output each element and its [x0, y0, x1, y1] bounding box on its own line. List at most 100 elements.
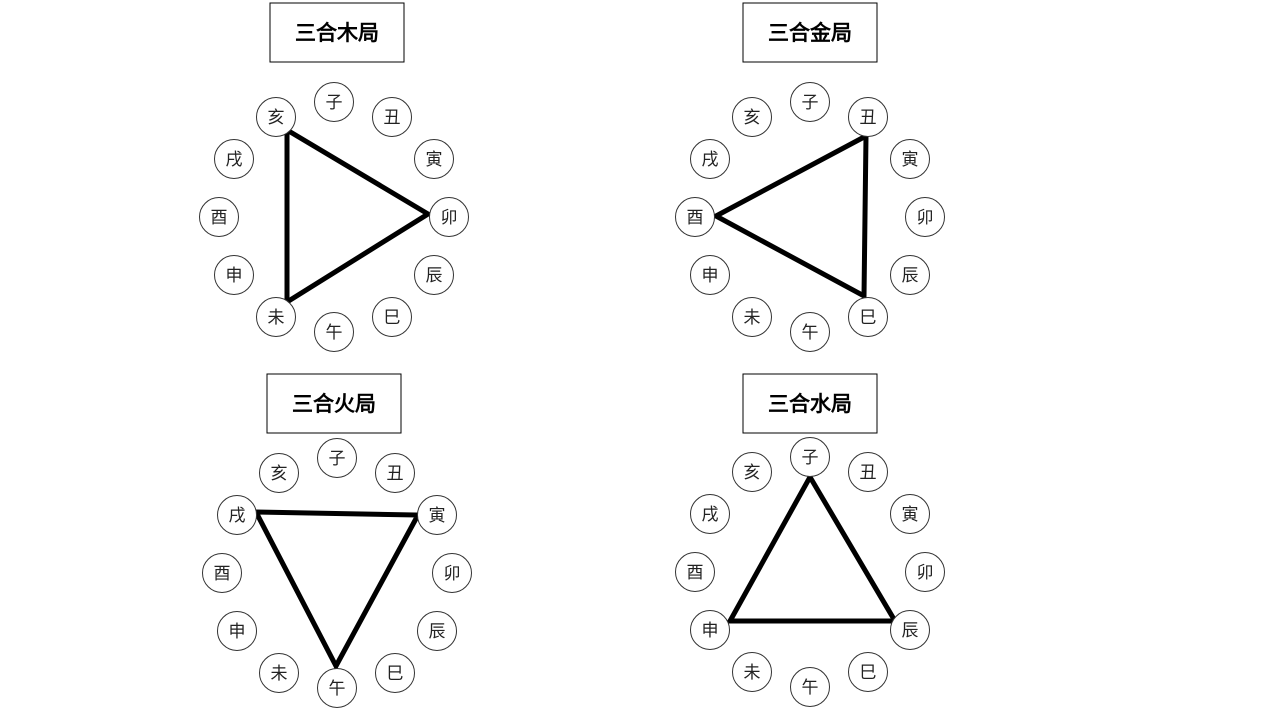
- branch-label-wei: 未: [271, 664, 288, 684]
- branch-label-xu: 戌: [229, 506, 246, 526]
- branch-node-you: [675, 552, 715, 592]
- branch-node-xu: [214, 139, 254, 179]
- branch-node-yin: [890, 494, 930, 534]
- branch-node-wei: [259, 653, 299, 693]
- branch-label-chen: 辰: [902, 621, 919, 641]
- branch-node-yin: [417, 495, 457, 535]
- branch-node-yin: [890, 139, 930, 179]
- branch-node-chou: [375, 453, 415, 493]
- diagram-title: 三合木局: [295, 21, 379, 45]
- branch-label-yin: 寅: [426, 150, 443, 170]
- branch-node-chen: [890, 255, 930, 295]
- branch-label-chou: 丑: [860, 108, 877, 128]
- branch-label-wu: 午: [802, 323, 819, 343]
- branch-node-wu: [314, 312, 354, 352]
- branch-node-hai: [259, 453, 299, 493]
- branch-node-shen: [690, 255, 730, 295]
- title-box: [742, 373, 878, 434]
- branch-label-hai: 亥: [744, 463, 761, 483]
- branch-label-wu: 午: [802, 678, 819, 698]
- branch-node-si: [372, 297, 412, 337]
- branch-node-xu: [690, 494, 730, 534]
- branch-node-chen: [414, 255, 454, 295]
- branch-node-yin: [414, 139, 454, 179]
- branch-label-you: 酉: [211, 208, 228, 228]
- branch-node-you: [202, 553, 242, 593]
- diagram-fire: 三合火局 子 丑 寅 卯 辰 巳 午 未 申 酉 戌 亥: [202, 373, 472, 708]
- branch-label-wei: 未: [744, 663, 761, 683]
- title-box: [266, 373, 402, 434]
- branch-label-yin: 寅: [902, 150, 919, 170]
- branch-label-xu: 戌: [702, 505, 719, 525]
- branch-node-chou: [372, 97, 412, 137]
- branch-node-hai: [732, 97, 772, 137]
- diagram-title: 三合火局: [292, 392, 376, 416]
- branch-label-chen: 辰: [902, 266, 919, 286]
- sanhe-triangle: [725, 471, 900, 624]
- branch-label-you: 酉: [687, 208, 704, 228]
- branch-node-you: [199, 197, 239, 237]
- branch-node-si: [848, 652, 888, 692]
- branch-label-si: 巳: [384, 308, 401, 328]
- branch-label-hai: 亥: [268, 108, 285, 128]
- branch-label-hai: 亥: [744, 108, 761, 128]
- branch-label-hai: 亥: [271, 464, 288, 484]
- branch-label-chen: 辰: [426, 266, 443, 286]
- branch-label-shen: 申: [226, 266, 243, 286]
- branch-node-si: [848, 297, 888, 337]
- branch-label-shen: 申: [702, 621, 719, 641]
- diagram-title: 三合金局: [768, 21, 852, 45]
- branch-node-zi: [317, 438, 357, 478]
- branch-label-yin: 寅: [902, 505, 919, 525]
- branch-label-wei: 未: [744, 308, 761, 328]
- branch-label-si: 巳: [860, 308, 877, 328]
- branch-node-wei: [732, 297, 772, 337]
- branch-label-shen: 申: [229, 622, 246, 642]
- branch-label-you: 酉: [214, 564, 231, 584]
- branch-label-zi: 子: [802, 448, 819, 468]
- sanhe-triangle: [284, 125, 433, 307]
- sanhe-triangle: [710, 131, 869, 301]
- branch-label-chou: 丑: [860, 463, 877, 483]
- branch-label-xu: 戌: [226, 150, 243, 170]
- branch-node-wu: [317, 668, 357, 708]
- title-box: [269, 2, 405, 63]
- branch-label-chou: 丑: [384, 108, 401, 128]
- branch-label-zi: 子: [326, 93, 343, 113]
- branch-label-yin: 寅: [429, 506, 446, 526]
- branch-node-zi: [790, 82, 830, 122]
- branch-node-mao: [432, 553, 472, 593]
- diagram-title: 三合水局: [768, 392, 852, 416]
- branch-node-mao: [429, 197, 469, 237]
- branch-label-shen: 申: [702, 266, 719, 286]
- branch-label-zi: 子: [329, 449, 346, 469]
- branch-node-wu: [790, 667, 830, 707]
- branch-node-xu: [217, 495, 257, 535]
- branch-node-shen: [214, 255, 254, 295]
- branch-label-mao: 卯: [444, 564, 461, 584]
- branch-label-wu: 午: [329, 679, 346, 699]
- branch-node-chen: [417, 611, 457, 651]
- branch-node-wei: [256, 297, 296, 337]
- branch-label-wu: 午: [326, 323, 343, 343]
- branch-label-chou: 丑: [387, 464, 404, 484]
- branch-node-wei: [732, 652, 772, 692]
- branch-node-hai: [732, 452, 772, 492]
- branch-node-shen: [217, 611, 257, 651]
- diagram-water: 三合水局 子 丑 寅 卯 辰 巳 午 未 申 酉 戌 亥: [675, 373, 945, 707]
- branch-label-mao: 卯: [917, 563, 934, 583]
- branch-node-xu: [690, 139, 730, 179]
- branch-node-chen: [890, 610, 930, 650]
- branch-label-zi: 子: [802, 93, 819, 113]
- branch-label-mao: 卯: [441, 208, 458, 228]
- title-box: [742, 2, 878, 63]
- branch-node-zi: [314, 82, 354, 122]
- branch-ring: 子 丑 寅 卯 辰 巳 午 未 申 酉 戌 亥: [199, 82, 469, 352]
- branch-ring: 子 丑 寅 卯 辰 巳 午 未 申 酉 戌 亥: [202, 438, 472, 708]
- branch-label-mao: 卯: [917, 208, 934, 228]
- diagram-metal: 三合金局 子 丑 寅 卯 辰 巳 午 未 申 酉 戌 亥: [675, 2, 945, 352]
- branch-node-shen: [690, 610, 730, 650]
- branch-node-wu: [790, 312, 830, 352]
- branch-label-si: 巳: [860, 663, 877, 683]
